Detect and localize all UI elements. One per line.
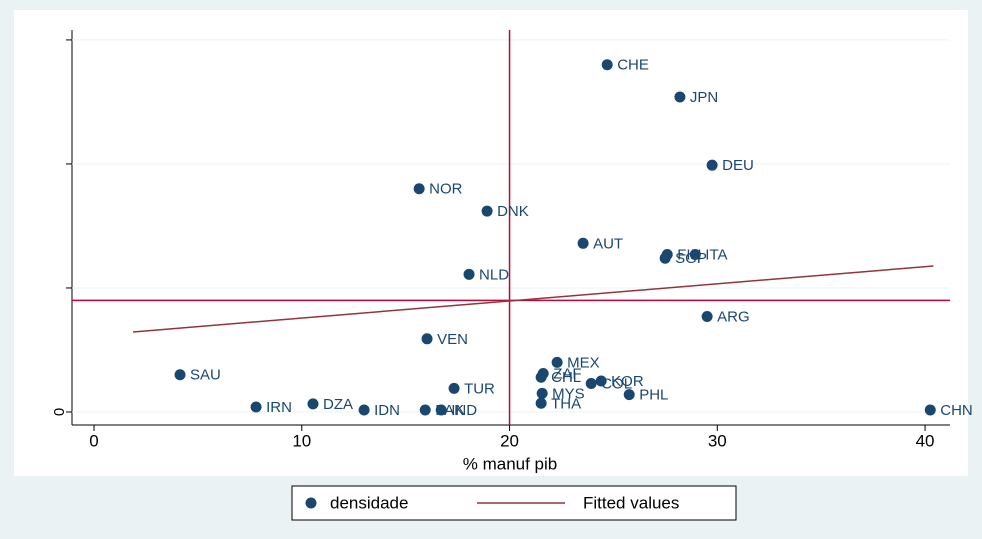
point <box>701 310 713 322</box>
point-label: IRN <box>266 399 292 416</box>
point <box>174 369 186 381</box>
point-label: NLD <box>479 266 509 283</box>
point <box>419 404 431 416</box>
point <box>585 377 597 389</box>
legend-marker <box>305 497 317 509</box>
point-label: MYS <box>552 385 585 402</box>
point <box>689 248 701 260</box>
point <box>535 397 547 409</box>
point <box>435 404 447 416</box>
point <box>924 404 936 416</box>
point <box>535 371 547 383</box>
x-axis-title: % manuf pib <box>463 454 558 473</box>
point <box>358 404 370 416</box>
point <box>551 356 563 368</box>
point-label: DNK <box>497 203 529 220</box>
point-label: SGP <box>675 250 707 267</box>
point-label: ARG <box>717 308 750 325</box>
point <box>706 159 718 171</box>
legend-label: densidade <box>330 493 408 512</box>
point-label: DEU <box>722 157 754 174</box>
point-label: VEN <box>437 331 468 348</box>
point <box>421 333 433 345</box>
point <box>674 91 686 103</box>
point-label: SAU <box>190 367 221 384</box>
point-label: ZAF <box>553 366 581 383</box>
point <box>250 401 262 413</box>
x-tick-label: 0 <box>89 431 98 450</box>
point-label: AUT <box>593 235 623 252</box>
point <box>623 389 635 401</box>
point-label: MEX <box>567 354 600 371</box>
fitted-line <box>133 265 934 333</box>
point-label: PHL <box>639 387 668 404</box>
point-label: KOR <box>611 373 644 390</box>
point <box>601 59 613 71</box>
y-tick-label: 0 <box>51 408 68 416</box>
point <box>659 252 671 264</box>
point-label: DZA <box>323 396 353 413</box>
point-label: NOR <box>429 181 463 198</box>
point <box>413 183 425 195</box>
point-label: THA <box>551 395 581 412</box>
point <box>577 237 589 249</box>
point-label: TUR <box>464 380 495 397</box>
x-tick-label: 10 <box>292 431 311 450</box>
point <box>595 375 607 387</box>
point-label: IND <box>451 402 477 419</box>
x-tick-label: 20 <box>500 431 519 450</box>
point-label: IDN <box>374 402 400 419</box>
point-label: CHN <box>940 402 973 419</box>
x-tick-label: 30 <box>708 431 727 450</box>
point-label: ITA <box>705 246 727 263</box>
plot-background <box>14 10 968 476</box>
point-label: JPN <box>690 89 718 106</box>
legend-label: Fitted values <box>583 493 679 512</box>
point <box>307 398 319 410</box>
point-label: CHL <box>551 369 581 386</box>
point <box>463 268 475 280</box>
point-label: COL <box>601 375 632 392</box>
x-tick-label: 40 <box>916 431 935 450</box>
point <box>536 387 548 399</box>
point <box>481 205 493 217</box>
point-label: CHE <box>617 57 649 74</box>
point <box>448 382 460 394</box>
